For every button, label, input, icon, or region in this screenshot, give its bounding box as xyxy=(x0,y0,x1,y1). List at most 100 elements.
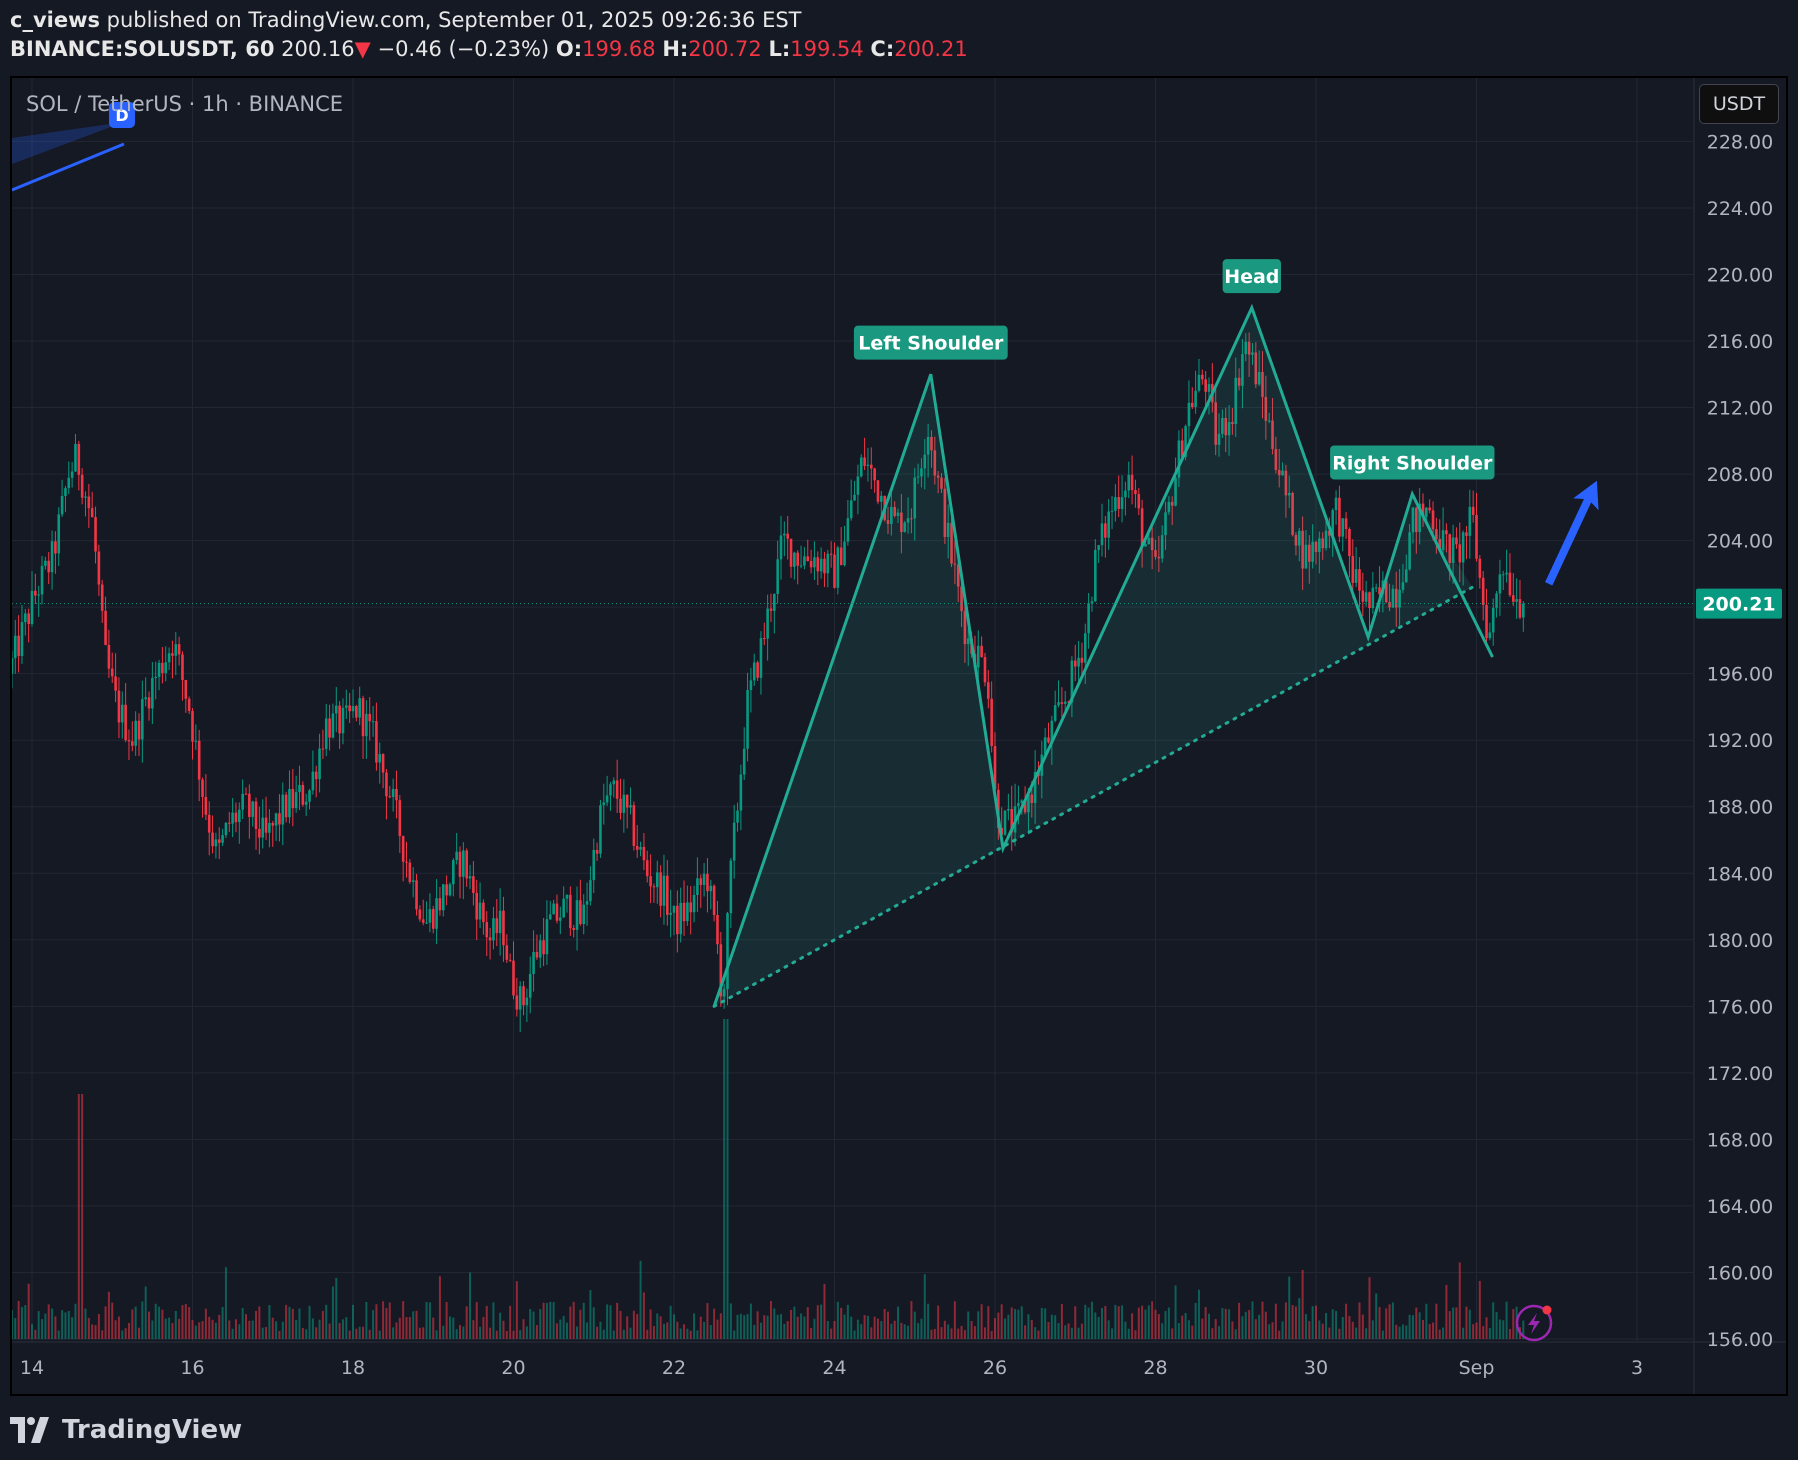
candle-body xyxy=(869,464,873,469)
bullish-arrow-icon[interactable] xyxy=(1536,475,1610,590)
volume-bar xyxy=(853,1330,856,1339)
candle-body xyxy=(1020,800,1024,803)
plot-area[interactable] xyxy=(12,78,1694,1342)
volume-bar xyxy=(1077,1327,1080,1339)
volume-bar xyxy=(422,1327,425,1339)
volume-bar xyxy=(1024,1325,1027,1339)
candle-body xyxy=(361,698,365,737)
drawing-marker-box[interactable] xyxy=(109,102,135,128)
candle-body xyxy=(338,705,341,734)
volume-bar xyxy=(726,1019,729,1339)
volume-bar xyxy=(248,1320,251,1339)
currency-button[interactable]: USDT xyxy=(1699,84,1779,124)
volume-bar xyxy=(291,1308,294,1339)
drawing-trendline[interactable] xyxy=(12,142,125,192)
publish-text: published on TradingView.com, September … xyxy=(106,8,802,32)
candle-body xyxy=(110,668,114,677)
candle-body xyxy=(174,644,178,656)
candle-body xyxy=(809,560,813,568)
candle-body xyxy=(418,909,422,920)
high-label: H: xyxy=(662,37,689,61)
candle-body xyxy=(1201,374,1204,380)
candle-body xyxy=(214,839,218,847)
volume-bar xyxy=(1241,1316,1244,1339)
volume-bar xyxy=(780,1314,782,1339)
head-shoulders-line[interactable] xyxy=(712,303,1494,1007)
candle-body xyxy=(395,788,398,801)
volume-bar xyxy=(559,1319,562,1339)
candle-body xyxy=(659,872,662,906)
candle-body xyxy=(462,850,465,877)
candle-body xyxy=(1398,589,1401,608)
volume-bar xyxy=(843,1314,846,1339)
volume-bar xyxy=(428,1302,431,1339)
last-price-tag[interactable] xyxy=(1696,588,1782,619)
candle-body xyxy=(1351,556,1355,583)
time-tick-label: 16 xyxy=(180,1357,204,1379)
author-name[interactable]: c_views xyxy=(10,8,100,32)
neckline[interactable] xyxy=(712,585,1474,1008)
volume-bar xyxy=(1378,1307,1381,1339)
volume-bar xyxy=(405,1317,408,1339)
pattern-label-box[interactable] xyxy=(853,325,1008,360)
candle-body xyxy=(789,538,793,567)
volume-bar xyxy=(1415,1307,1418,1339)
candle-body xyxy=(933,450,937,476)
candle-body xyxy=(699,878,703,885)
candle-body xyxy=(776,559,779,594)
volume-bar xyxy=(997,1312,1000,1339)
candle-body xyxy=(97,551,101,585)
volume-bar xyxy=(873,1316,876,1339)
volume-bar xyxy=(850,1316,853,1339)
volume-bar xyxy=(485,1305,488,1339)
candle-body xyxy=(1254,352,1258,385)
candle-body xyxy=(264,817,268,833)
volume-bar xyxy=(880,1321,883,1339)
volume-bar xyxy=(572,1301,575,1339)
volume-bar xyxy=(950,1328,953,1339)
volume-bar xyxy=(539,1309,542,1339)
volume-bar xyxy=(806,1307,809,1339)
candle-body xyxy=(936,475,940,478)
lightning-icon[interactable] xyxy=(1515,1304,1553,1342)
candle-body xyxy=(164,662,168,674)
volume-bar xyxy=(679,1328,682,1339)
volume-bar xyxy=(562,1315,565,1339)
pattern-label-box[interactable] xyxy=(1222,259,1281,294)
volume-bar xyxy=(452,1317,455,1339)
candle-body xyxy=(1100,523,1104,546)
price-chart[interactable]: 228.00 224.00 220.00 216.00 212.00 208.00 204.… xyxy=(12,78,1786,1394)
volume-bar xyxy=(907,1325,910,1339)
volume-bar xyxy=(816,1305,819,1339)
volume-bar xyxy=(830,1328,833,1339)
candle-body xyxy=(1104,523,1107,538)
volume-bar xyxy=(800,1313,803,1339)
volume-bar xyxy=(917,1323,920,1339)
pattern-label-box[interactable] xyxy=(1330,445,1495,480)
volume-bar xyxy=(1368,1277,1371,1339)
volume-bar xyxy=(910,1301,913,1339)
volume-bar xyxy=(435,1330,438,1339)
symbol-label: BINANCE:SOLUSDT, 60 xyxy=(10,37,275,61)
candle-body xyxy=(47,560,51,573)
volume-bar xyxy=(438,1276,441,1339)
volume-bar xyxy=(1137,1307,1140,1339)
candle-body xyxy=(1017,802,1020,807)
candle-body xyxy=(1458,544,1462,563)
candle-body xyxy=(368,713,372,722)
volume-bar xyxy=(746,1313,749,1339)
candle-body xyxy=(401,836,405,862)
candle-body xyxy=(1150,537,1154,551)
candle-body xyxy=(609,784,612,796)
volume-bar xyxy=(1315,1305,1317,1339)
volume-bar xyxy=(552,1302,555,1339)
volume-bar xyxy=(790,1309,793,1339)
candle-body xyxy=(853,494,856,501)
tradingview-logo[interactable]: TradingView xyxy=(10,1410,242,1450)
volume-bar xyxy=(963,1330,966,1339)
volume-bar xyxy=(890,1323,893,1339)
candle-body xyxy=(482,902,485,923)
candle-body xyxy=(629,805,632,808)
candle-body xyxy=(1137,494,1141,509)
candle-body xyxy=(54,541,57,554)
